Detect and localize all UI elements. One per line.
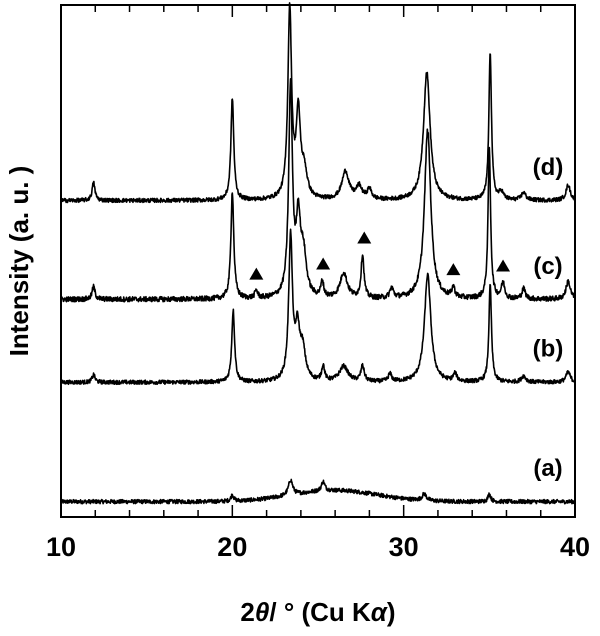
x-axis-title: 2θ/ ° (Cu Kα)	[240, 597, 395, 627]
x-tick-label: 10	[46, 532, 76, 562]
triangle-marker	[357, 231, 372, 244]
series-line	[60, 478, 576, 505]
triangle-marker	[316, 257, 331, 270]
triangle-marker	[249, 267, 264, 280]
plot-frame	[60, 4, 576, 518]
triangle-marker	[446, 263, 461, 276]
impurity-markers	[249, 231, 511, 280]
series-line	[60, 228, 576, 386]
series-label: (d)	[533, 154, 564, 181]
series-traces	[60, 2, 576, 505]
series-label: (b)	[533, 336, 564, 363]
series-labels: (a) (b) (c) (d)	[533, 154, 564, 482]
x-tick-label: 20	[217, 532, 247, 562]
y-axis-title: Intensity (a. u. )	[4, 166, 34, 357]
series-line	[60, 2, 576, 204]
x-tick-label: 30	[389, 532, 419, 562]
series-label: (a)	[533, 455, 562, 482]
x-tick-label: 40	[560, 532, 590, 562]
x-axis-tick-labels: 10 20 30 40	[46, 532, 590, 562]
x-axis-ticks	[60, 5, 576, 517]
series-line	[60, 78, 576, 303]
series-label: (c)	[533, 253, 562, 280]
triangle-marker	[496, 259, 511, 272]
